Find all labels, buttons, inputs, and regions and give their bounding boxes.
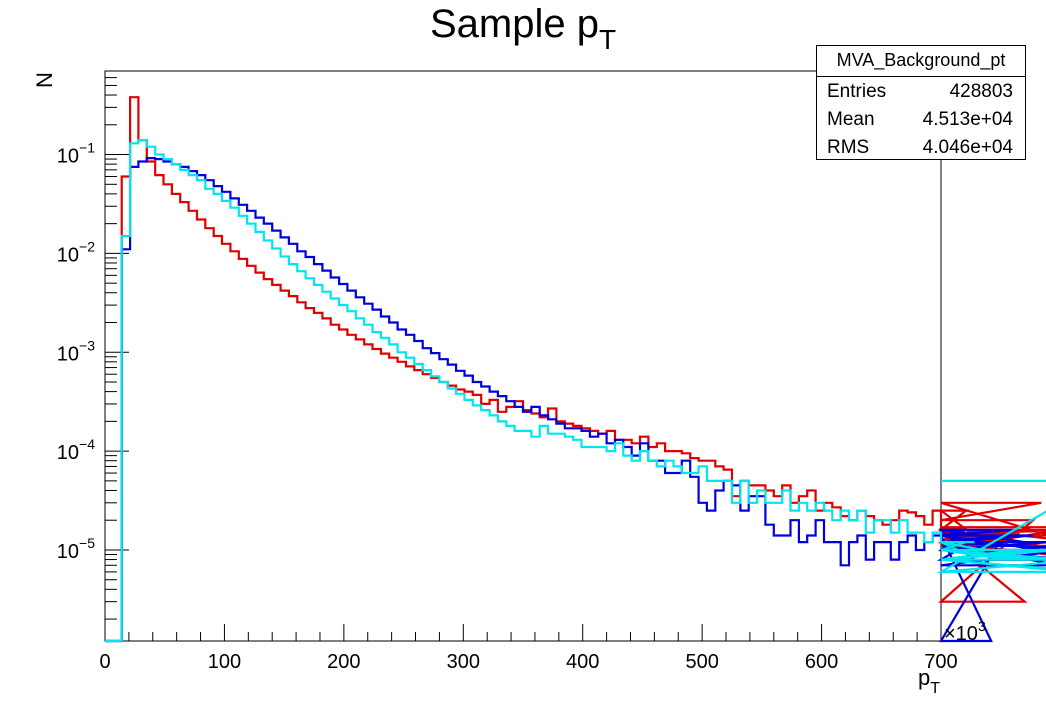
stats-row-entries: Entries 428803 — [817, 77, 1025, 105]
stats-box-title: MVA_Background_pt — [817, 46, 1025, 77]
x-tick-label: 400 — [566, 651, 599, 673]
stats-mean-value: 4.513e+04 — [922, 109, 1013, 130]
y-tick-label: 10−3 — [57, 337, 95, 365]
chart-title: Sample pT — [430, 2, 616, 55]
histogram-series-2 — [105, 157, 1046, 643]
y-tick-label: 10−1 — [57, 140, 95, 168]
x-tick-label: 100 — [208, 651, 241, 673]
stats-row-mean: Mean 4.513e+04 — [817, 105, 1025, 133]
stats-row-rms: RMS 4.046e+04 — [817, 133, 1025, 161]
x-tick-label: 500 — [685, 651, 718, 673]
stats-entries-value: 428803 — [949, 81, 1013, 102]
histogram-series-1 — [105, 96, 1046, 643]
y-tick-label: 10−5 — [57, 535, 95, 563]
x-tick-label: 700 — [924, 651, 957, 673]
y-tick-label: 10−2 — [57, 238, 95, 266]
x-tick-label: 0 — [99, 651, 110, 673]
stats-box: MVA_Background_pt Entries 428803 Mean 4.… — [816, 45, 1026, 160]
stats-mean-label: Mean — [827, 109, 875, 130]
stats-rms-value: 4.046e+04 — [922, 137, 1013, 158]
y-tick-label: 10−4 — [57, 436, 95, 464]
plot-frame — [104, 70, 942, 642]
stats-rms-label: RMS — [827, 137, 870, 158]
histogram-series-3 — [105, 139, 1046, 643]
x-tick-label: 300 — [447, 651, 480, 673]
x-tick-label: 200 — [327, 651, 360, 673]
stats-entries-label: Entries — [827, 81, 887, 102]
x-axis-multiplier: ×103 — [944, 618, 986, 645]
x-axis-label: pT — [918, 665, 940, 697]
y-axis-label: N — [32, 72, 57, 88]
x-tick-label: 600 — [805, 651, 838, 673]
